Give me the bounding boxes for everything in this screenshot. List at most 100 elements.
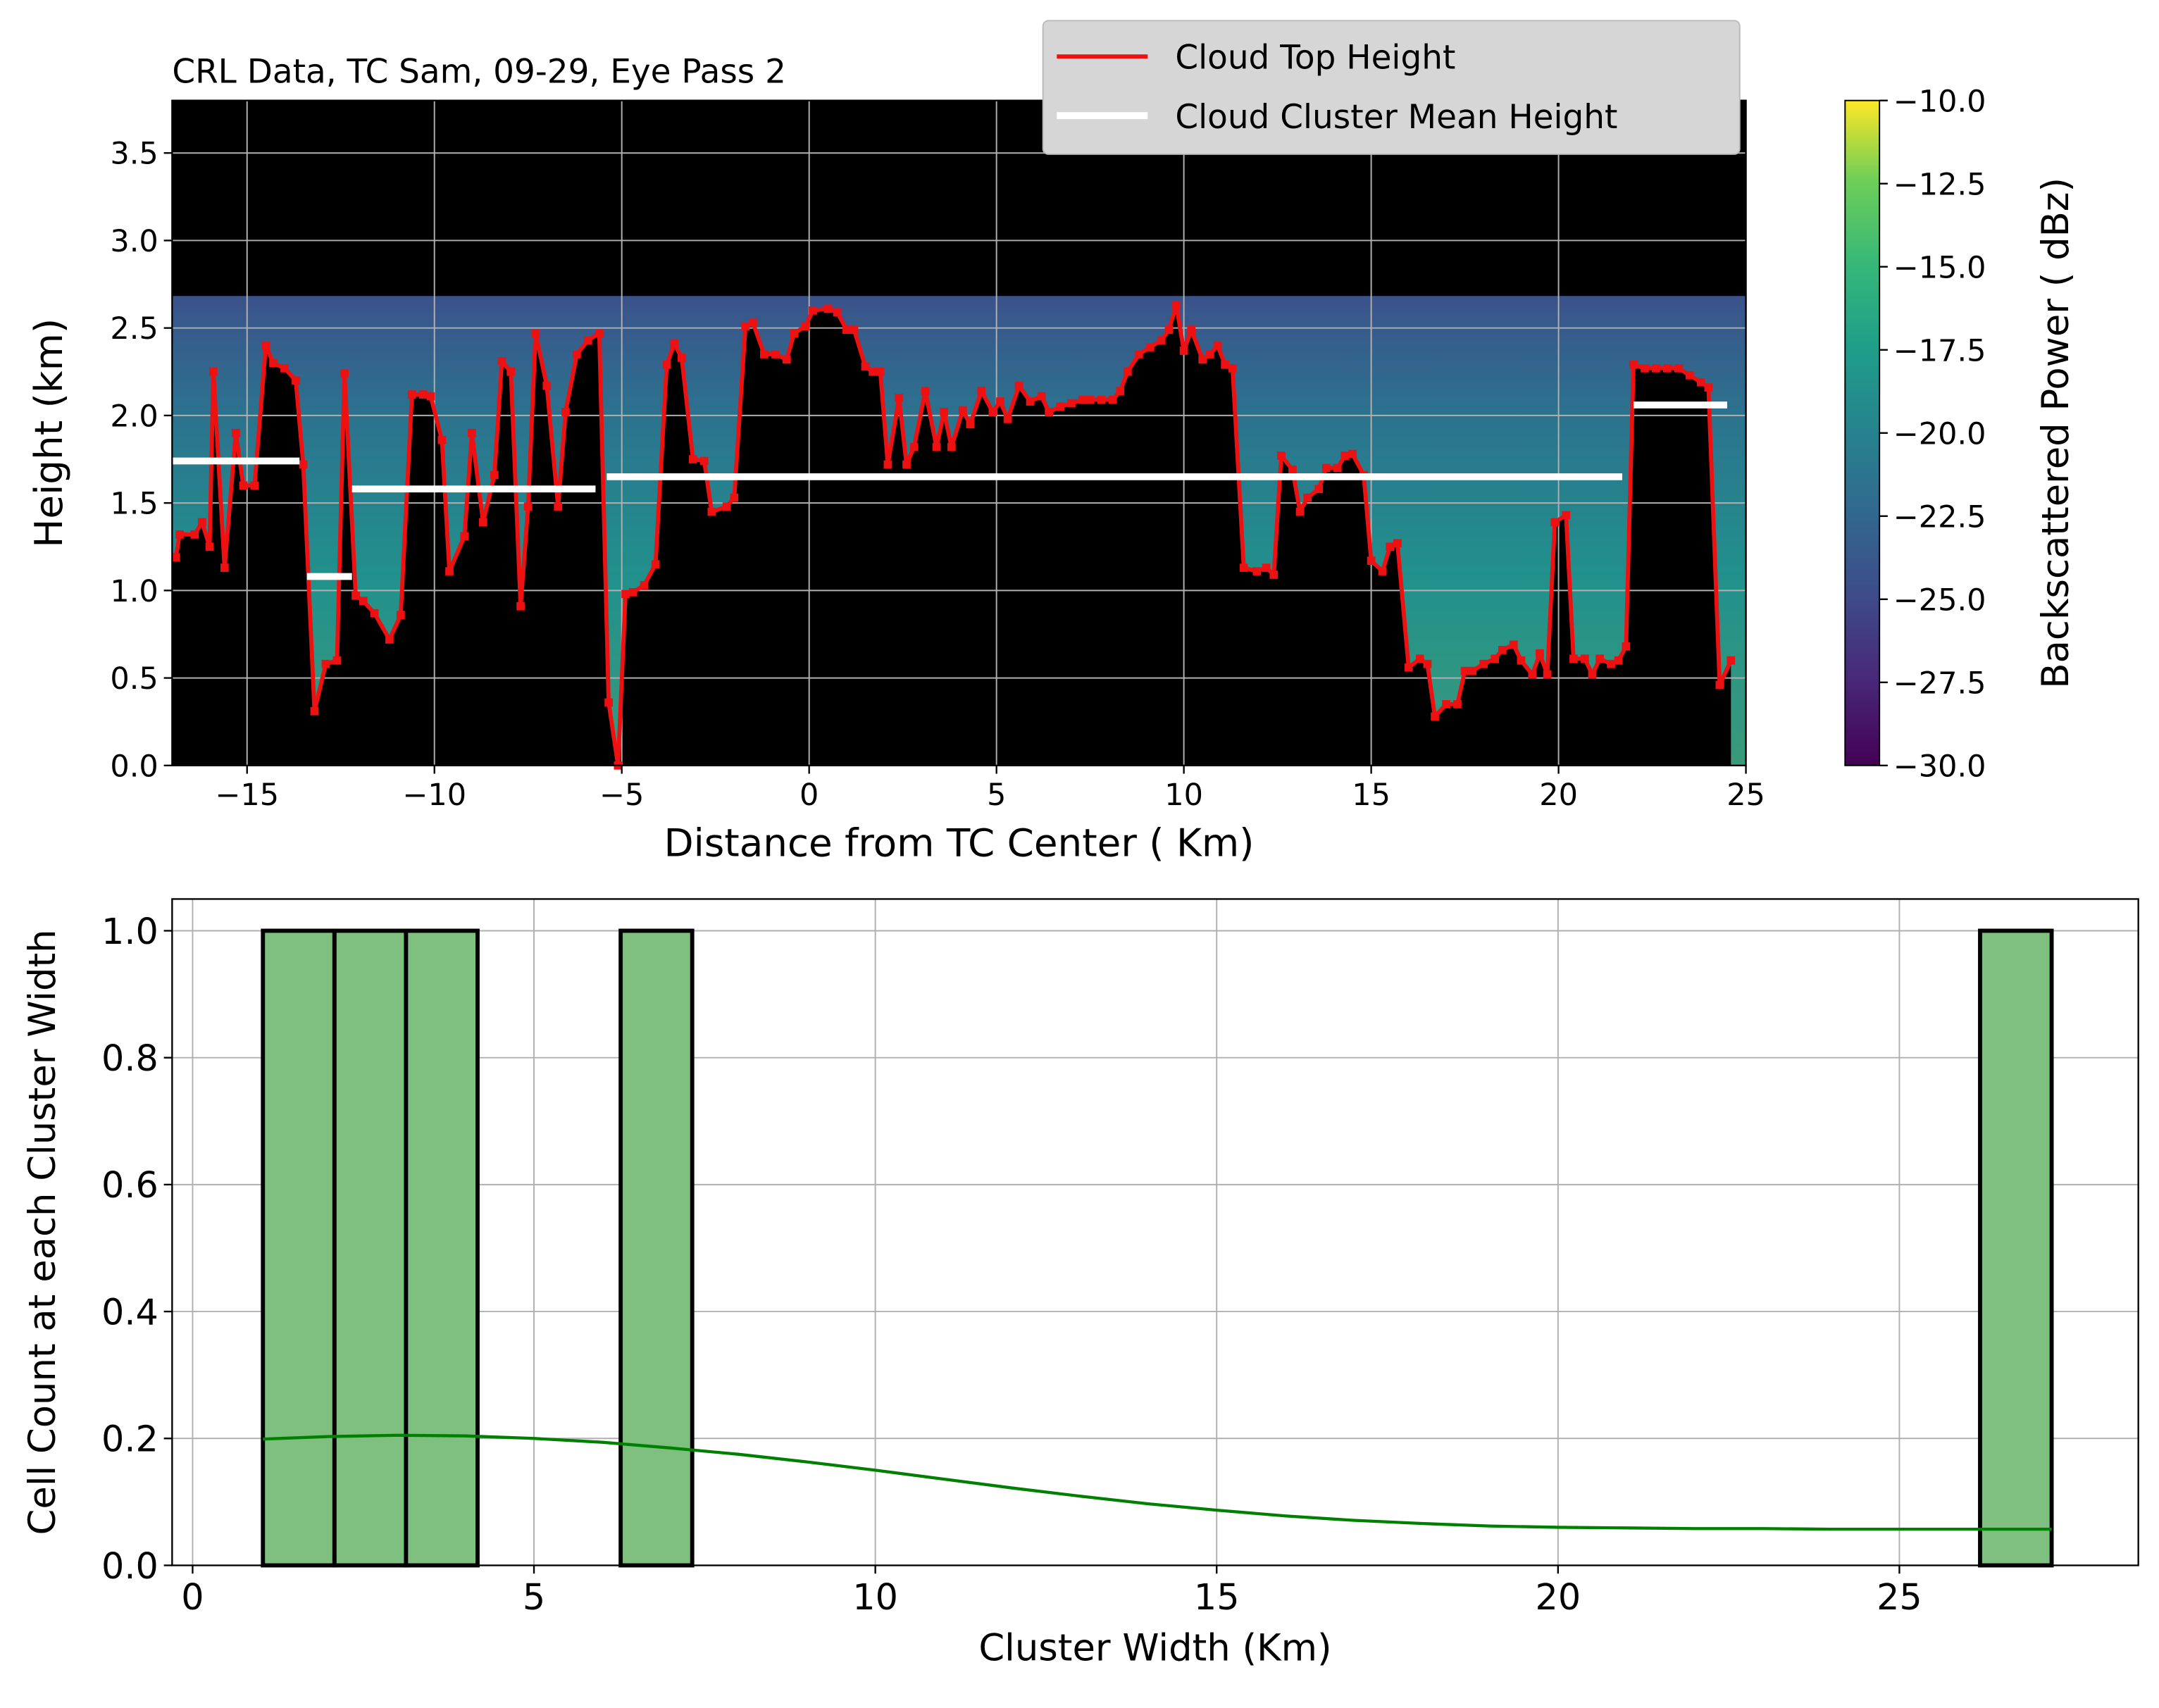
y-tick-label: 0.4 xyxy=(101,1291,158,1333)
cloud-top-marker xyxy=(292,376,300,385)
cloud-top-marker xyxy=(1498,645,1507,654)
axes-frame xyxy=(171,99,1747,766)
y-tick-label: 1.0 xyxy=(101,911,158,952)
cloud-top-marker xyxy=(1460,666,1469,675)
cloud-top-marker xyxy=(171,553,180,562)
cloud-top-marker xyxy=(640,581,649,590)
cloud-top-marker xyxy=(1187,325,1196,335)
cloud-top-marker xyxy=(651,560,660,568)
cloud-top-marker xyxy=(947,442,956,451)
cloud-top-marker xyxy=(1479,659,1488,668)
cloud-top-marker xyxy=(1321,463,1331,473)
cloud-top-marker xyxy=(958,406,967,415)
cloud-top-marker xyxy=(1252,567,1262,575)
cloud-top-marker xyxy=(902,460,911,469)
cloud-top-marker xyxy=(670,339,679,348)
cloud-top-marker xyxy=(497,357,506,366)
cloud-top-marker xyxy=(205,542,214,551)
cloud-top-marker xyxy=(426,392,435,401)
cloud-top-marker xyxy=(321,659,330,668)
cloud-top-marker xyxy=(1536,649,1544,658)
cloud-top-marker xyxy=(1517,656,1526,665)
cloud-top-marker xyxy=(909,442,919,451)
cloud-top-marker xyxy=(1404,663,1413,672)
cloud-top-marker xyxy=(1026,397,1035,406)
cloud-top-marker xyxy=(523,502,533,511)
y-tick-label: 2.5 xyxy=(110,311,158,347)
colorbar xyxy=(1844,99,1881,766)
kde-line xyxy=(263,1433,2052,1531)
y-tick-label: 2.0 xyxy=(110,399,158,434)
cloud-top-marker xyxy=(1348,449,1357,459)
cloud-top-marker xyxy=(1550,518,1560,527)
cloud-top-marker xyxy=(542,381,552,390)
cloud-top-marker xyxy=(869,367,877,376)
cloud-top-marker xyxy=(1116,387,1125,395)
cloud-top-marker xyxy=(1239,563,1248,572)
cloud-top-marker xyxy=(1288,466,1297,474)
cloud-top-marker xyxy=(1393,539,1402,548)
cloud-top-marker xyxy=(628,587,637,597)
cloud-top-marker xyxy=(583,336,592,344)
cloud-top-marker xyxy=(876,367,885,376)
cloud-top-marker xyxy=(1528,670,1537,679)
cloud-top-marker xyxy=(351,591,360,600)
cloud-top-marker xyxy=(531,329,540,337)
y-tick-label: 3.0 xyxy=(110,224,158,259)
cloud-top-marker xyxy=(1056,402,1064,411)
cloud-top-marker xyxy=(621,590,630,599)
cloud-top-marker xyxy=(1179,347,1188,355)
y-tick-label: 0.8 xyxy=(101,1037,158,1079)
colorbar-tick-label: −20.0 xyxy=(1893,416,1986,451)
cloud-top-marker xyxy=(190,530,199,539)
colorbar-tick-label: −25.0 xyxy=(1893,582,1986,618)
x-tick-label: 20 xyxy=(1539,778,1578,813)
cloud-top-marker xyxy=(460,532,469,541)
cloud-top-marker xyxy=(231,428,240,437)
cloud-top-marker xyxy=(1569,654,1578,663)
cloud-top-marker xyxy=(479,518,487,527)
cloud-top-marker xyxy=(445,567,454,575)
cloud-top-marker xyxy=(662,360,671,369)
cloud-top-marker xyxy=(1198,355,1207,364)
cloud-top-marker xyxy=(1580,654,1589,663)
cloud-top-marker xyxy=(1340,451,1350,460)
cloud-top-marker xyxy=(418,390,428,399)
x-tick-label: 10 xyxy=(1164,778,1203,813)
cloud-top-marker xyxy=(1415,654,1424,663)
cloud-top-marker xyxy=(573,350,581,359)
cloud-top-marker xyxy=(1221,360,1230,369)
cloud-top-marker xyxy=(1674,363,1683,373)
cloud-top-marker xyxy=(1067,399,1076,408)
cloud-top-marker xyxy=(1213,341,1222,350)
x-tick-label: −15 xyxy=(215,778,279,813)
cloud-top-marker xyxy=(1295,507,1305,516)
y-tick-label: 0.6 xyxy=(101,1164,158,1206)
x-tick-label: 25 xyxy=(1726,778,1765,813)
y-tick-label: 0.0 xyxy=(101,1545,158,1587)
cloud-top-marker xyxy=(1228,363,1237,373)
x-tick-label: −10 xyxy=(402,778,466,813)
cloud-top-marker xyxy=(1614,656,1623,665)
cloud-top-marker xyxy=(801,322,810,331)
cloud-top-marker xyxy=(722,502,731,511)
cloud-top-marker xyxy=(1468,666,1477,675)
cloud-top-marker xyxy=(1685,370,1694,380)
chart-title: CRL Data, TC Sam, 09-29, Eye Pass 2 xyxy=(172,52,786,91)
cloud-top-marker xyxy=(1652,363,1660,373)
legend-label: Cloud Top Height xyxy=(1175,39,1455,77)
cloud-top-marker xyxy=(1386,542,1395,551)
cloud-top-marker xyxy=(1491,654,1500,663)
cloud-top-marker xyxy=(1704,383,1713,392)
cloud-top-marker xyxy=(1543,670,1552,679)
cloud-top-marker xyxy=(921,387,930,395)
cloud-top-marker xyxy=(595,329,604,337)
cloud-top-marker xyxy=(554,502,563,511)
cloud-top-marker xyxy=(370,609,379,618)
x-tick-label: −5 xyxy=(599,778,644,813)
cloud-top-marker xyxy=(468,428,476,437)
cloud-top-marker xyxy=(940,408,949,416)
cloud-top-marker xyxy=(1078,395,1087,404)
cloud-top-marker xyxy=(1453,699,1462,709)
